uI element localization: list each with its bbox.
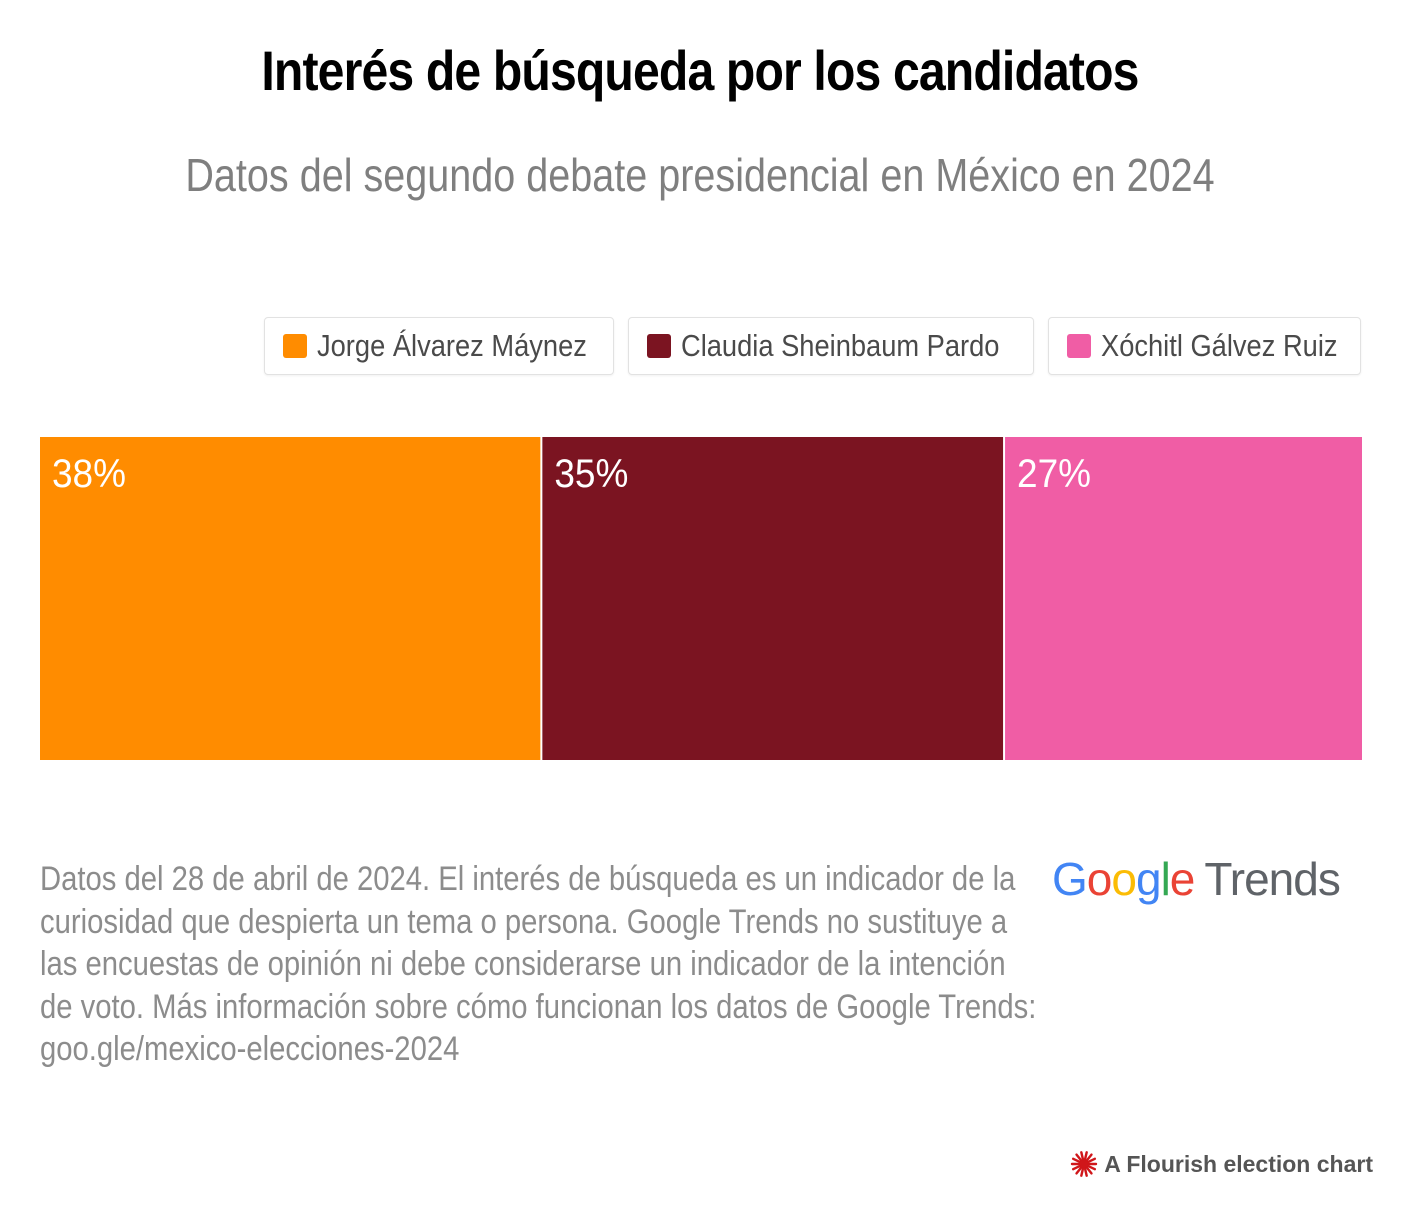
bar-data-label: 38%: [52, 452, 126, 496]
stacked-bar-chart: 38% 35% 27%: [40, 437, 1362, 760]
logo-letter: g: [1135, 853, 1162, 905]
chart-subtitle: Datos del segundo debate presidencial en…: [185, 149, 1215, 201]
bar-segment-2[interactable]: [542, 437, 1004, 760]
legend-swatch: [282, 334, 307, 358]
credit-label: A Flourish election chart: [1104, 1150, 1373, 1177]
legend: Jorge Álvarez Máynez Claudia Sheinbaum P…: [263, 317, 1361, 375]
logo-letter: e: [1169, 853, 1196, 905]
legend-item-jorge[interactable]: Jorge Álvarez Máynez: [263, 317, 615, 375]
flourish-credit[interactable]: A Flourish election chart: [1070, 1150, 1373, 1178]
legend-label: Claudia Sheinbaum Pardo: [681, 328, 1000, 363]
logo-letter: o: [1111, 853, 1137, 905]
google-trends-logo: Google Trends: [1052, 852, 1341, 906]
chart-title: Interés de búsqueda por los candidatos: [261, 39, 1139, 102]
legend-item-claudia[interactable]: Claudia Sheinbaum Pardo: [628, 317, 1035, 375]
legend-label: Jorge Álvarez Máynez: [316, 328, 587, 363]
bar-segment-1[interactable]: [40, 437, 541, 760]
bar-data-label: 27%: [1017, 452, 1091, 496]
flourish-star-icon: [1070, 1151, 1098, 1177]
bar-segment-3[interactable]: [1005, 437, 1362, 760]
legend-swatch: [1067, 334, 1092, 358]
logo-letter: G: [1052, 853, 1088, 905]
footnote: Datos del 28 de abril de 2024. El interé…: [40, 860, 1037, 1068]
logo-letter: l: [1160, 853, 1171, 905]
logo-word: Trends: [1204, 853, 1340, 905]
legend-swatch: [647, 334, 672, 358]
legend-item-xochitl[interactable]: Xóchitl Gálvez Ruiz: [1048, 317, 1361, 375]
logo-letter: o: [1086, 853, 1113, 905]
bar-data-label: 35%: [554, 452, 628, 496]
legend-label: Xóchitl Gálvez Ruiz: [1101, 328, 1338, 363]
